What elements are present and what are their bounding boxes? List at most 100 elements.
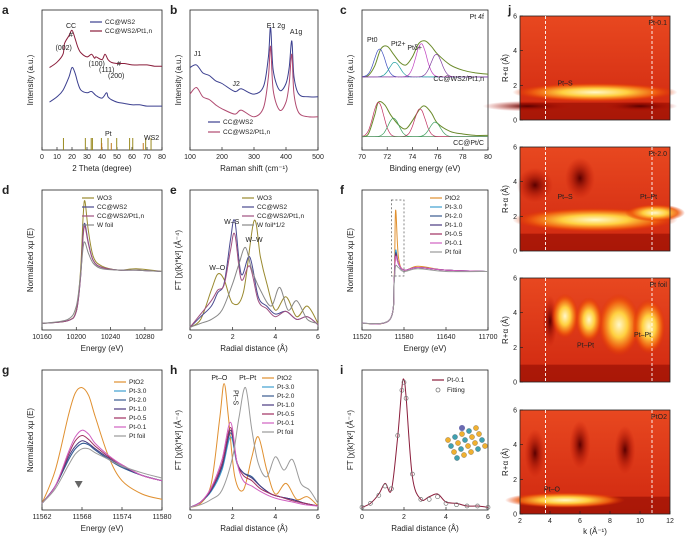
x-tick-label: 2 [231, 514, 235, 521]
atom [448, 443, 454, 449]
plot-frame [519, 409, 671, 515]
series-line-WO3 [189, 219, 319, 328]
x-axis-label: k (Å⁻¹) [583, 527, 607, 536]
plot-frame [41, 189, 163, 331]
annotation: Pt–O [544, 486, 561, 493]
x-tick-label: 0 [360, 514, 364, 521]
legend-entry: Pt-1.0 [445, 222, 463, 229]
panel-label-b: b [170, 3, 177, 17]
heatmap-blob [524, 429, 546, 478]
y-tick-label: 2 [513, 345, 517, 352]
series-line-Pt-0.1 [189, 421, 319, 508]
panel-label-h: h [170, 363, 177, 377]
structure-model-icon [445, 425, 488, 461]
x-tick-label: 11574 [113, 514, 132, 521]
annotation: J1 [194, 51, 202, 58]
legend-entry: Pt-1.0 [277, 402, 295, 409]
heatmap-blob [569, 420, 591, 469]
x-tick-label: 76 [434, 154, 442, 161]
panel-label-e: e [170, 183, 177, 197]
annotation: Pt–O [211, 375, 228, 382]
heatmap-blob [505, 492, 625, 508]
x-tick-label: 11700 [479, 334, 498, 341]
series-line-Pt-3.0 [361, 249, 489, 325]
series-line-Pt foil [41, 447, 163, 504]
heatmap-blob [575, 297, 603, 343]
panel-a: 0 10 20 30 40 50 60 70 80 2 Theta (degree) Intensi… [26, 9, 166, 173]
fit-component [362, 54, 488, 78]
x-tick-label: 10240 [101, 334, 121, 341]
atom [465, 443, 471, 449]
y-axis-label: FT [χ(k)*k²] (Å⁻⁴) [174, 230, 183, 290]
subplot-label: Pt foil [649, 282, 667, 289]
atom [466, 428, 472, 434]
annotation: Pt2+ [391, 41, 406, 48]
atom [459, 425, 465, 431]
x-tick-label: 4 [548, 518, 552, 525]
legend-entry: Pt foil [277, 429, 294, 436]
x-tick-label: 80 [484, 154, 492, 161]
data-point [410, 471, 415, 477]
legend-entry: Pt-2.0 [129, 397, 147, 404]
annotation: W–W [245, 237, 263, 244]
legend-entry: WO3 [97, 195, 112, 202]
atom [473, 425, 479, 431]
x-tick-label: 60 [128, 154, 136, 161]
legend-entry: W foil*1/2 [257, 222, 285, 229]
panel-e: 0 2 4 6 Radial distance (Å) FT [χ(k)*k²] (Å⁻⁴… [174, 189, 320, 353]
y-axis-label: R+α (Å) [501, 185, 510, 213]
y-tick-label: 4 [513, 310, 517, 317]
x-tick-label: 0 [188, 334, 192, 341]
plot-frame [189, 369, 319, 511]
x-tick-label: 2 [231, 334, 235, 341]
series-line-Pt-0.5 [41, 435, 163, 504]
annotation: E1 2g [267, 23, 285, 30]
panel-g: 11562 11568 11574 11580 Energy (eV) Normalize… [26, 369, 172, 533]
y-axis-label: R+α (Å) [501, 448, 510, 476]
annotation: J2 [233, 81, 241, 88]
legend-entry: PtO2 [277, 375, 292, 382]
data-point [485, 504, 491, 510]
y-tick-label: 2 [513, 214, 517, 221]
x-tick-label: 11580 [395, 334, 414, 341]
annotation: Pt–Pt [634, 332, 651, 339]
legend-entry: CC@WS2/Pt1,n [97, 213, 144, 220]
atom [482, 443, 488, 449]
annotation: Pt–S [558, 80, 574, 87]
x-tick-label: 50 [113, 154, 121, 161]
subplot-label: Pt-0.1 [648, 20, 667, 27]
annotation: Ptδ+ [407, 45, 422, 52]
atom [468, 449, 474, 455]
annotation: # [69, 32, 73, 39]
heatmap-blob [602, 100, 678, 112]
data-point [418, 497, 424, 502]
legend-entry: Pt-3.0 [277, 384, 295, 391]
plot-frame [519, 15, 671, 121]
data-point [376, 493, 382, 498]
data-point [401, 379, 407, 385]
y-tick-label: 0 [513, 380, 517, 387]
y-tick-label: 4 [513, 442, 517, 449]
wavelet-map-2: 0 2 4 6 R+α (Å) Pt foil Pt–Pt Pt–Pt [501, 276, 671, 387]
panel-f: 11520 11580 11640 11700 Energy (eV) Normalize… [346, 189, 498, 353]
legend-entry: Pt-0.1 [277, 420, 295, 427]
data-point [426, 497, 432, 502]
atom [445, 437, 451, 443]
y-tick-label: 6 [513, 276, 517, 283]
y-tick-label: 6 [513, 408, 517, 415]
atom [451, 449, 457, 455]
x-tick-label: 6 [578, 518, 582, 525]
wavelet-map-0: 0 2 4 6 R+α (Å) Pt-0.1 Pt–S [482, 14, 678, 125]
atom [452, 434, 458, 440]
series-line-CC@WS2 [189, 27, 319, 98]
x-tick-label: 2 [518, 518, 522, 525]
atom [458, 446, 464, 452]
y-tick-label: 6 [513, 145, 517, 152]
legend-entry: Pt-1.0 [129, 406, 147, 413]
x-tick-label: 6 [316, 334, 320, 341]
series-line-CC@WS2 [189, 219, 319, 328]
legend-entry: Pt-2.0 [277, 393, 295, 400]
plot-frame [519, 146, 671, 252]
annotation: W–S [224, 219, 240, 226]
annotation: (002) [56, 45, 72, 52]
